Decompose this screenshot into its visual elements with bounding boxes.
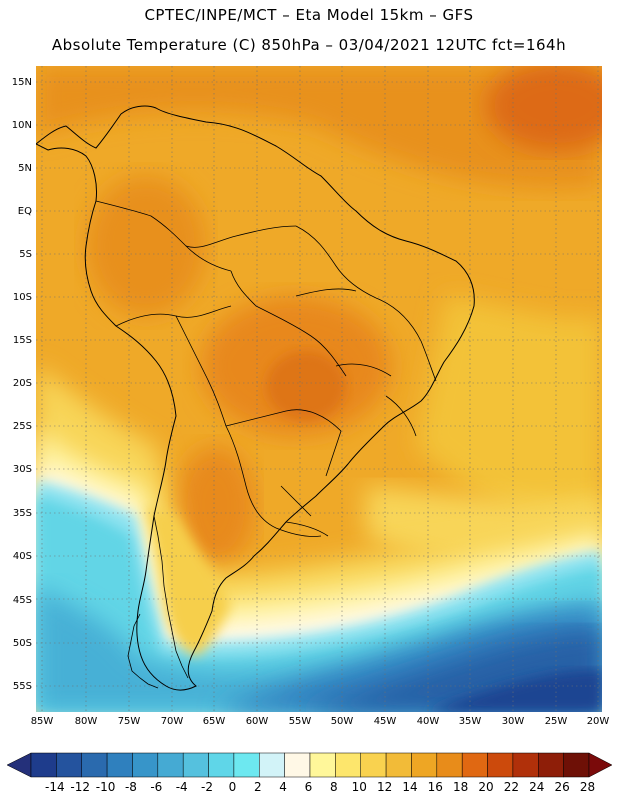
lat-label: 15N [11,77,32,88]
colorbar-label: -6 [150,780,163,794]
colorbar-swatch [182,752,209,778]
map-title-line2: Absolute Temperature (C) 850hPa – 03/04/… [51,36,567,54]
colorbar-label: 14 [402,780,418,794]
lon-label: 45W [373,716,397,727]
lon-label: 80W [74,716,98,727]
colorbar-swatch [487,752,514,778]
colorbar-swatch [233,752,260,778]
colorbar-swatch [563,752,590,778]
colorbar-label: 10 [351,780,367,794]
colorbar-label: 18 [453,780,469,794]
colorbar-swatch [30,752,57,778]
colorbar-under-arrow [6,752,32,778]
lon-label: 50W [330,716,354,727]
colorbar-swatch [81,752,108,778]
colorbar-swatch [335,752,361,778]
lon-label: 40W [416,716,440,727]
colorbar-label: 26 [554,780,570,794]
lon-label: 85W [30,716,54,727]
lat-label: 10S [12,292,32,303]
colorbar-swatch [411,752,438,778]
colorbar-label: 4 [279,780,287,794]
colorbar-swatch [284,752,311,778]
colorbar-label: 20 [478,780,494,794]
colorbar-swatch [385,752,412,778]
colorbar-label: -10 [95,780,116,794]
colorbar-swatch [157,752,184,778]
lon-label: 65W [202,716,226,727]
colorbar-label: -2 [201,780,214,794]
lon-label: 75W [117,716,141,727]
colorbar-swatch [132,752,159,778]
colorbar-label: 24 [529,780,545,794]
colorbar-swatch [538,752,564,778]
colorbar-swatch [512,752,539,778]
lat-label: 15S [12,335,32,346]
colorbar-label: 28 [579,780,596,794]
colorbar-swatch [436,752,463,778]
colorbar-swatch [106,752,133,778]
lon-label: 30W [501,716,525,727]
colorbar-swatch [461,752,488,778]
colorbar-swatch [56,752,82,778]
lat-label: 25S [12,421,32,432]
lat-label: 20S [12,378,32,389]
colorbar-label: -12 [70,780,91,794]
lon-label: 25W [544,716,568,727]
colorbar-swatch [259,752,285,778]
colorbar-label: 22 [503,780,520,794]
temperature-map [36,66,602,712]
colorbar-label: 6 [304,780,313,794]
colorbar-label: 16 [427,780,443,794]
colorbar-swatch [309,752,336,778]
lat-label: 5N [18,163,32,174]
colorbar-swatch [360,752,387,778]
coastlines [36,105,475,691]
lat-label: 10N [11,120,32,131]
map-title-line1: CPTEC/INPE/MCT – Eta Model 15km – GFS [144,6,474,24]
lon-label: 20W [586,716,610,727]
lat-label: 50S [12,638,32,649]
lon-label: 60W [245,716,269,727]
lat-label: 45S [12,595,32,606]
color-scale-bar [6,752,613,778]
colorbar-label: -4 [175,780,188,794]
lat-label: 55S [12,681,32,692]
colorbar-over-arrow [588,752,613,778]
colorbar-label: 12 [376,780,393,794]
colorbar-swatch [208,752,235,778]
colorbar-label: 0 [228,780,237,794]
lat-label: 5S [19,249,32,260]
lon-label: 55W [288,716,312,727]
lat-label: 35S [12,508,32,519]
colorbar-label: -14 [45,780,65,794]
lon-label: 35W [458,716,482,727]
lat-label: 30S [12,464,32,475]
lat-label: EQ [17,206,32,217]
lon-label: 70W [160,716,184,727]
colorbar-label: 8 [330,780,338,794]
colorbar-label: -8 [124,780,137,794]
country-borders [95,200,437,537]
lat-label: 40S [12,551,32,562]
temperature-field [36,66,602,712]
colorbar-label: 2 [253,780,262,794]
